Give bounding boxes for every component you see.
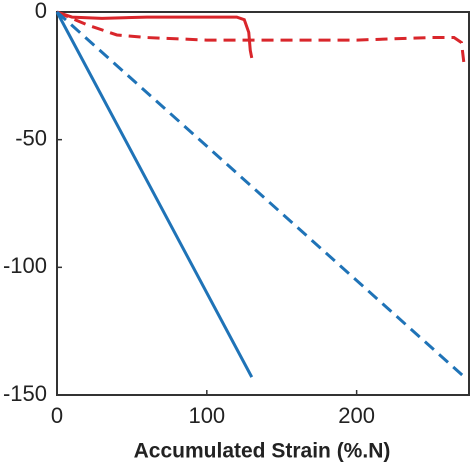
line (56, 10, 254, 59)
x-axis-label: Accumulated Strain (%.N) (134, 440, 391, 463)
y-tick-label: -50 (15, 125, 47, 150)
y-tick-label: -100 (3, 253, 47, 278)
line (55, 11, 254, 378)
x-tick-label: 200 (338, 403, 375, 428)
x-tick-label: 0 (51, 403, 63, 428)
x-tick-label: 100 (188, 403, 225, 428)
plot-frame (56, 11, 470, 396)
line (55, 10, 466, 379)
y-tick-label: 0 (35, 0, 47, 23)
y-tick-label: -150 (3, 381, 47, 406)
line (56, 10, 466, 69)
